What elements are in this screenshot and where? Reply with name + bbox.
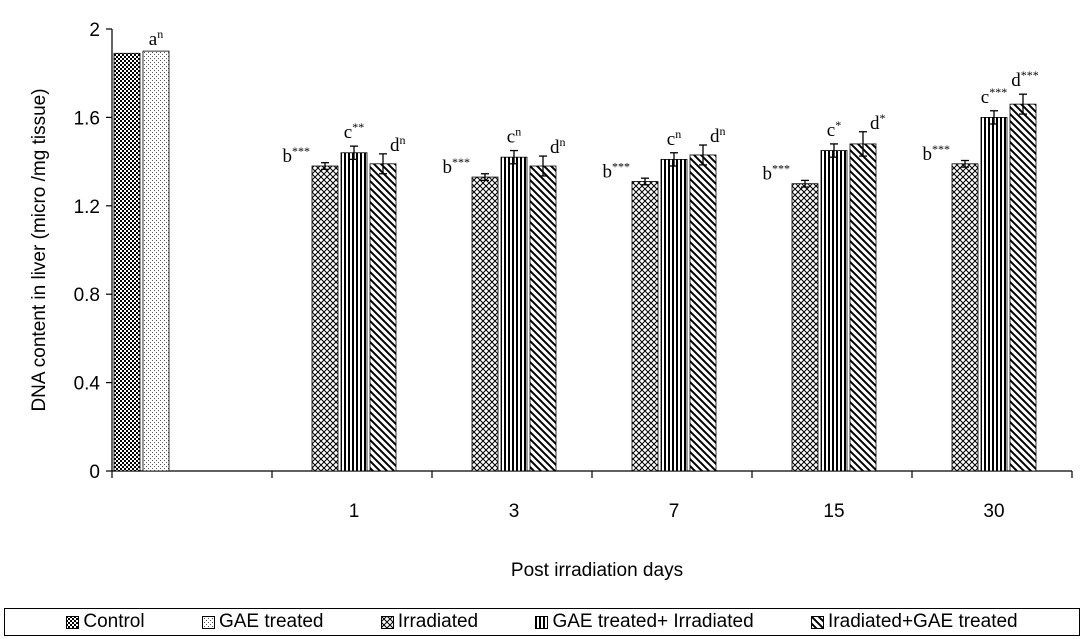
legend-swatch	[811, 615, 825, 629]
bar-crosshatch	[951, 163, 979, 472]
bar-vertical	[500, 156, 528, 472]
legend-label: GAE treated	[218, 611, 324, 632]
y-tick-label: 2	[89, 20, 100, 41]
significance-label: c*	[827, 118, 841, 141]
y-tick-label: 1.6	[74, 108, 100, 129]
legend-label: Control	[83, 611, 145, 632]
significance-label: dn	[550, 135, 566, 158]
x-tick-label: 7	[669, 501, 680, 522]
bar-crosshatch	[471, 176, 499, 472]
legend-item: GAE treated	[201, 611, 324, 633]
significance-label: b***	[923, 142, 951, 165]
significance-label: c**	[344, 120, 364, 143]
x-tick-label: 3	[509, 501, 520, 522]
legend-swatch	[201, 615, 215, 629]
legend-swatch	[66, 615, 80, 629]
significance-label: cn	[507, 125, 521, 148]
significance-label: cn	[667, 127, 681, 150]
legend-swatch	[380, 615, 394, 629]
legend-label: Irradiated	[397, 611, 479, 632]
bar-vertical	[820, 150, 848, 472]
significance-label: b***	[603, 159, 631, 182]
significance-label: an	[149, 27, 163, 50]
bar-vertical	[660, 158, 688, 472]
y-tick-label: 0.8	[74, 285, 100, 306]
bar-diagonal	[529, 165, 557, 472]
significance-label: d***	[1011, 68, 1039, 91]
x-tick-label: 1	[349, 501, 360, 522]
legend-swatch	[535, 615, 549, 629]
significance-label: dn	[390, 133, 406, 156]
significance-label: c***	[981, 85, 1007, 108]
bar-vertical	[340, 152, 368, 472]
bar-crosshatch	[791, 183, 819, 472]
x-tick-label: 30	[983, 501, 1004, 522]
legend: Control GAE treated Irradiated GAE treated+…	[4, 608, 1080, 636]
legend-label: GAE treated+ Irradiated	[552, 611, 754, 632]
bar-crosshatch	[311, 165, 339, 472]
bar-diagonal	[369, 163, 397, 472]
legend-item: Iradiated+GAE treated	[811, 611, 1018, 633]
x-tick-label: 15	[823, 501, 844, 522]
bar-diagonal	[1009, 103, 1037, 472]
y-tick-label: 1.2	[74, 197, 100, 218]
bar-dots-light	[142, 50, 170, 472]
x-axis-title: Post irradiation days	[511, 560, 683, 581]
significance-label: b***	[283, 144, 311, 167]
significance-label: b***	[443, 155, 471, 178]
bar-diagonal	[849, 143, 877, 472]
legend-item: Irradiated	[380, 611, 479, 633]
bar-dots-dense	[113, 52, 141, 472]
bar-crosshatch	[631, 181, 659, 472]
significance-label: b***	[763, 162, 791, 185]
y-tick-label: 0	[89, 462, 100, 483]
legend-label: Iradiated+GAE treated	[828, 611, 1018, 632]
y-tick-label: 0.4	[74, 374, 101, 395]
chart: 0 0.4 0.8 1.2 1.6 2 1 3 7 15 30 an b*** c** dn b*** cn dn…	[29, 20, 1073, 581]
significance-label: dn	[710, 124, 726, 147]
bar-diagonal	[689, 154, 717, 472]
legend-item: Control	[66, 611, 145, 633]
significance-label: d*	[870, 111, 886, 134]
legend-item: GAE treated+ Irradiated	[535, 611, 754, 633]
y-axis-title: DNA content in liver (micro /mg tissue)	[29, 88, 50, 411]
bar-vertical	[980, 117, 1008, 472]
